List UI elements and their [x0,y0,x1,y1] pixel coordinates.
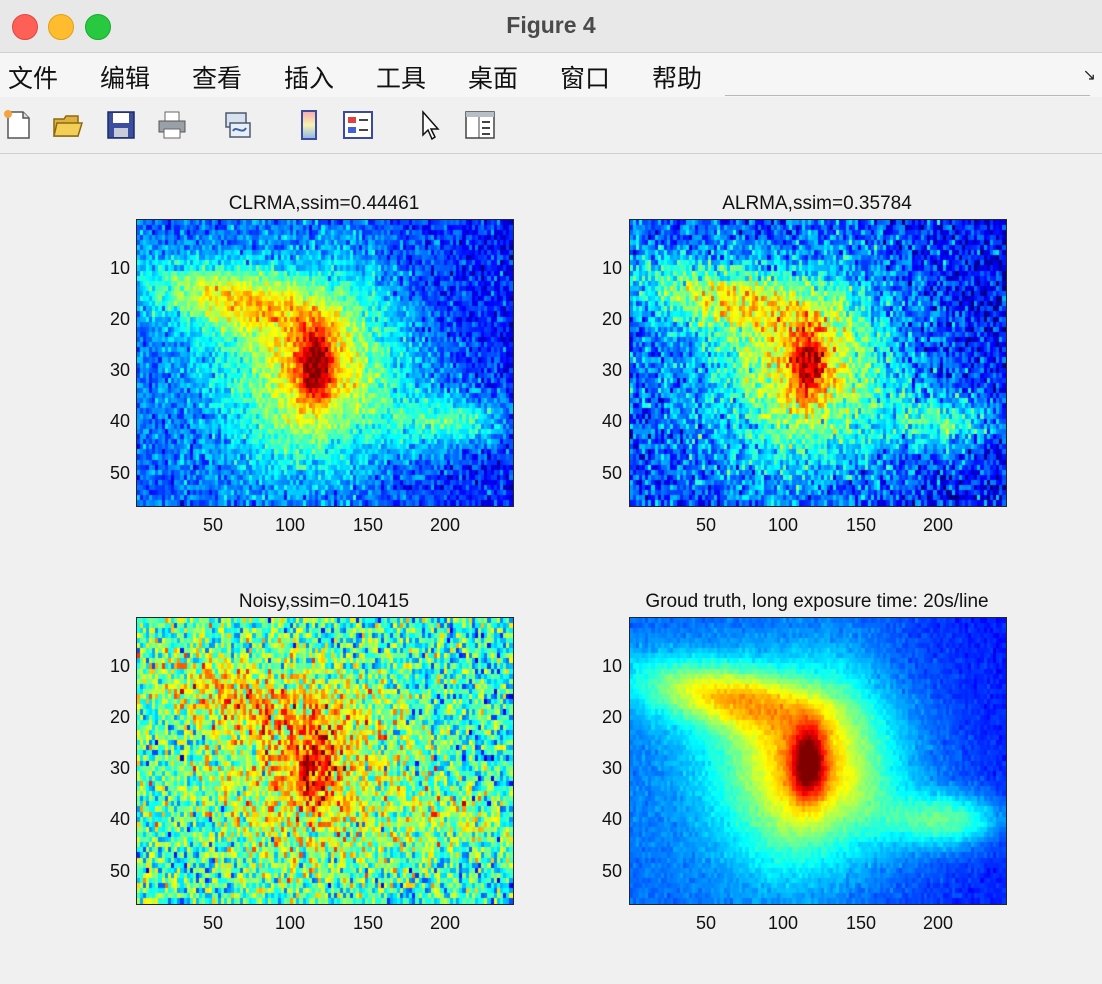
subplot-1-xtick: 100 [274,515,306,535]
subplot-3-xtick: 200 [429,913,461,933]
subplot-4-ytick: 40 [601,809,622,829]
figure-toolbar [0,97,1102,154]
subplot-3-heatmap[interactable] [136,617,514,905]
menu-edit[interactable]: 编辑 [100,64,151,93]
subplot-1-ytick: 40 [109,411,130,431]
menu-bar: 文件 编辑 查看 插入 工具 桌面 窗口 帮助 ↘ [0,53,1102,97]
subplot-1-xtick: 200 [429,515,461,535]
subplot-3-xtick: 100 [274,913,306,933]
subplot-3-xtick: 50 [202,913,224,933]
subplot-3-xtick: 150 [352,913,384,933]
subplot-1-title: CLRMA,ssim=0.44461 [228,193,420,214]
legend-icon[interactable] [342,109,374,141]
subplot-4-xtick: 100 [767,913,799,933]
menu-view[interactable]: 查看 [192,64,243,93]
subplot-4-ytick: 10 [601,656,622,676]
subplot-2-ytick: 30 [601,360,622,380]
menu-tools[interactable]: 工具 [376,64,427,93]
subplot-3-ytick: 30 [109,758,130,778]
subplot-3-ytick: 40 [109,809,130,829]
subplot-1-ytick: 10 [109,258,130,278]
menu-help[interactable]: 帮助 [652,64,703,93]
minimize-window-button[interactable] [48,14,74,40]
link-plot-icon[interactable] [222,109,254,141]
subplot-1-heatmap[interactable] [136,219,514,507]
print-icon[interactable] [156,109,188,141]
menu-file[interactable]: 文件 [8,64,59,93]
subplot-4-xtick: 200 [922,913,954,933]
subplot-3-title: Noisy,ssim=0.10415 [238,591,410,612]
subplot-4-xtick: 50 [695,913,717,933]
menu-divider [725,95,1090,96]
subplot-3-ytick: 20 [109,707,130,727]
subplot-2-xtick: 50 [695,515,717,535]
subplot-1-ytick: 20 [109,309,130,329]
menu-overflow-arrow-icon[interactable]: ↘ [1082,67,1096,84]
subplot-2-ytick: 50 [601,463,622,483]
close-window-button[interactable] [12,14,38,40]
menu-window[interactable]: 窗口 [560,64,611,93]
colorbar-icon[interactable] [294,109,326,141]
property-editor-icon[interactable] [464,109,496,141]
subplot-3-ytick: 10 [109,656,130,676]
subplot-2-ytick: 20 [601,309,622,329]
new-figure-icon[interactable] [2,109,34,141]
subplot-4-ytick: 20 [601,707,622,727]
window-title: Figure 4 [506,12,596,38]
subplot-1-xtick: 50 [202,515,224,535]
subplot-1-xtick: 150 [352,515,384,535]
subplot-4-heatmap[interactable] [629,617,1007,905]
window-titlebar: Figure 4 [0,0,1102,53]
menu-insert[interactable]: 插入 [284,64,335,93]
subplot-1-ytick: 30 [109,360,130,380]
subplot-2-ytick: 40 [601,411,622,431]
save-icon[interactable] [105,109,137,141]
subplot-4-ytick: 50 [601,861,622,881]
pointer-icon[interactable] [414,109,446,141]
subplot-2-xtick: 150 [845,515,877,535]
subplot-1-ytick: 50 [109,463,130,483]
open-file-icon[interactable] [52,109,84,141]
subplot-2-ytick: 10 [601,258,622,278]
subplot-3-ytick: 50 [109,861,130,881]
subplot-4-ytick: 30 [601,758,622,778]
subplot-2-xtick: 200 [922,515,954,535]
maximize-window-button[interactable] [85,14,111,40]
subplot-2-xtick: 100 [767,515,799,535]
subplot-4-xtick: 150 [845,913,877,933]
subplot-2-heatmap[interactable] [629,219,1007,507]
menu-desktop[interactable]: 桌面 [468,64,519,93]
subplot-2-title: ALRMA,ssim=0.35784 [722,193,912,214]
subplot-4-title: Groud truth, long exposure time: 20s/lin… [645,591,989,612]
